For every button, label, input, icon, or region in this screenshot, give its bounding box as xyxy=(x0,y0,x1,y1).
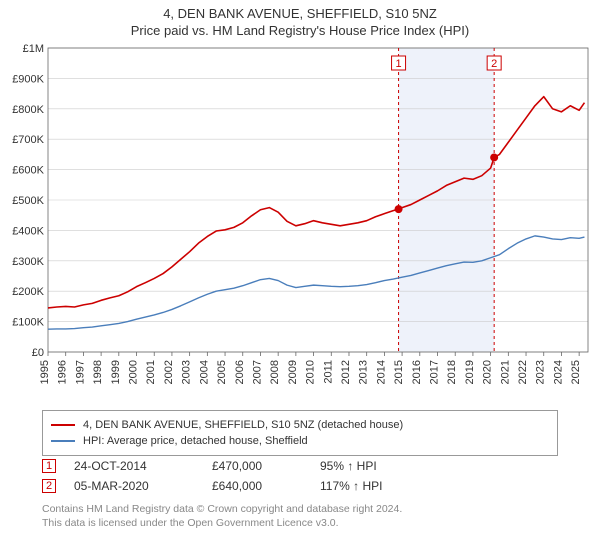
svg-text:£800K: £800K xyxy=(12,104,44,116)
svg-text:2023: 2023 xyxy=(535,360,547,384)
svg-text:2007: 2007 xyxy=(251,360,263,384)
legend: 4, DEN BANK AVENUE, SHEFFIELD, S10 5NZ (… xyxy=(42,410,558,456)
svg-text:2011: 2011 xyxy=(322,360,334,384)
sales-table: 1 24-OCT-2014 £470,000 95% ↑ HPI 2 05-MA… xyxy=(42,456,558,496)
svg-text:2015: 2015 xyxy=(393,360,405,384)
price-chart: £0 £100K £200K £300K £400K £500K £600K £700K £80… xyxy=(0,42,600,402)
svg-text:2017: 2017 xyxy=(429,360,441,384)
svg-text:2008: 2008 xyxy=(269,360,281,384)
svg-text:2012: 2012 xyxy=(340,360,352,384)
sale-marker-icon: 2 xyxy=(42,479,56,493)
svg-text:2019: 2019 xyxy=(464,360,476,384)
svg-text:2002: 2002 xyxy=(163,360,175,384)
footer-line: Contains HM Land Registry data © Crown c… xyxy=(42,502,558,516)
svg-text:1999: 1999 xyxy=(110,360,122,384)
sale-marker-icon: 1 xyxy=(42,459,56,473)
sale-price: £640,000 xyxy=(212,479,302,493)
svg-text:2001: 2001 xyxy=(145,360,157,384)
svg-text:2010: 2010 xyxy=(305,360,317,384)
svg-text:1998: 1998 xyxy=(92,360,104,384)
svg-text:2004: 2004 xyxy=(198,360,210,384)
svg-text:1997: 1997 xyxy=(74,360,86,384)
legend-item: HPI: Average price, detached house, Shef… xyxy=(51,433,549,449)
svg-text:£900K: £900K xyxy=(12,73,44,85)
svg-text:£200K: £200K xyxy=(12,286,44,298)
svg-text:£1M: £1M xyxy=(23,43,44,55)
svg-text:£600K: £600K xyxy=(12,165,44,177)
attribution-footer: Contains HM Land Registry data © Crown c… xyxy=(42,502,558,530)
sale-price: £470,000 xyxy=(212,459,302,473)
svg-text:£300K: £300K xyxy=(12,256,44,268)
subtitle: Price paid vs. HM Land Registry's House … xyxy=(0,23,600,38)
sale-row: 1 24-OCT-2014 £470,000 95% ↑ HPI xyxy=(42,456,558,476)
legend-label: 4, DEN BANK AVENUE, SHEFFIELD, S10 5NZ (… xyxy=(83,419,403,431)
legend-label: HPI: Average price, detached house, Shef… xyxy=(83,435,308,447)
svg-text:2020: 2020 xyxy=(482,360,494,384)
svg-text:2014: 2014 xyxy=(375,360,387,384)
svg-text:2003: 2003 xyxy=(181,360,193,384)
svg-text:2: 2 xyxy=(491,58,497,70)
sale-date: 05-MAR-2020 xyxy=(74,479,194,493)
svg-text:£700K: £700K xyxy=(12,134,44,146)
svg-text:2025: 2025 xyxy=(570,360,582,384)
address-title: 4, DEN BANK AVENUE, SHEFFIELD, S10 5NZ xyxy=(0,6,600,21)
svg-text:2016: 2016 xyxy=(411,360,423,384)
svg-text:£500K: £500K xyxy=(12,195,44,207)
svg-text:£400K: £400K xyxy=(12,225,44,237)
sale-pct: 117% ↑ HPI xyxy=(320,479,420,493)
svg-text:2021: 2021 xyxy=(499,360,511,384)
legend-swatch xyxy=(51,424,75,426)
svg-text:1995: 1995 xyxy=(39,360,51,384)
svg-text:£100K: £100K xyxy=(12,317,44,329)
sale-row: 2 05-MAR-2020 £640,000 117% ↑ HPI xyxy=(42,476,558,496)
svg-text:2005: 2005 xyxy=(216,360,228,384)
sale-pct: 95% ↑ HPI xyxy=(320,459,420,473)
svg-text:1: 1 xyxy=(395,58,401,70)
legend-swatch xyxy=(51,440,75,442)
svg-text:2024: 2024 xyxy=(552,360,564,384)
svg-text:£0: £0 xyxy=(32,347,44,359)
svg-text:1996: 1996 xyxy=(57,360,69,384)
sale-date: 24-OCT-2014 xyxy=(74,459,194,473)
footer-line: This data is licensed under the Open Gov… xyxy=(42,516,558,530)
legend-item: 4, DEN BANK AVENUE, SHEFFIELD, S10 5NZ (… xyxy=(51,417,549,433)
svg-text:2000: 2000 xyxy=(128,360,140,384)
svg-text:2006: 2006 xyxy=(234,360,246,384)
svg-text:2013: 2013 xyxy=(358,360,370,384)
svg-text:2018: 2018 xyxy=(446,360,458,384)
svg-text:2022: 2022 xyxy=(517,360,529,384)
svg-text:2009: 2009 xyxy=(287,360,299,384)
